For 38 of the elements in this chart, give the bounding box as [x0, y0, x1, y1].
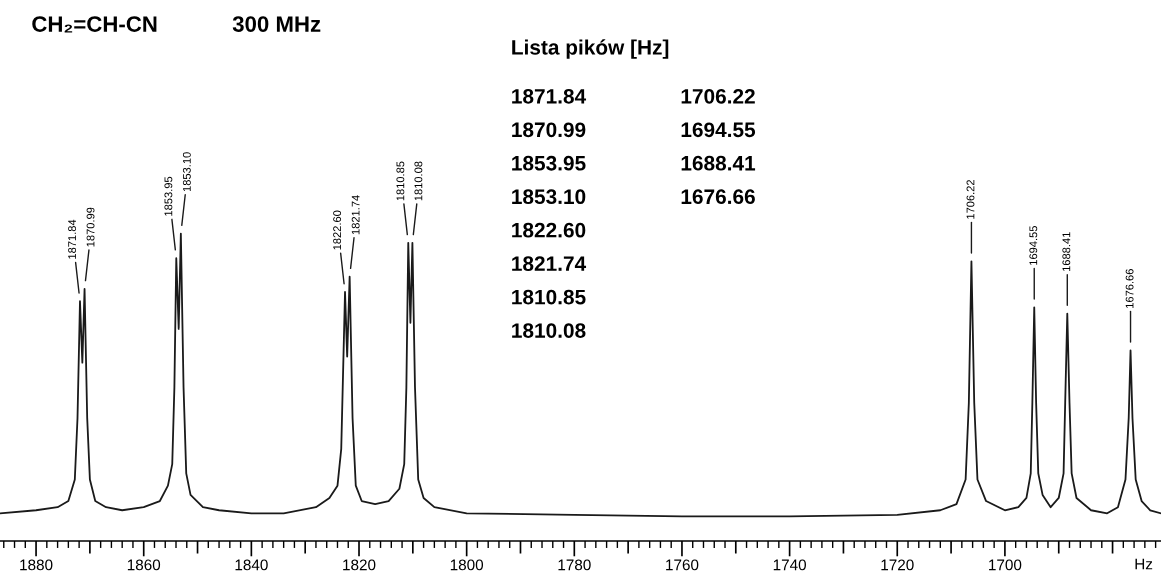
x-tick-label: 1720 [881, 559, 914, 571]
x-tick-label: 1760 [666, 559, 699, 571]
annotation: 1706.22 [966, 180, 975, 219]
x-tick-label: 1820 [343, 559, 376, 571]
annotation: 1870.99 [86, 207, 95, 247]
x-tick-label: 1860 [127, 559, 161, 571]
text: Lista pików [Hz] [512, 39, 669, 59]
x-tick-label: 1880 [20, 559, 53, 571]
annotation: 1853.10 [182, 152, 191, 192]
annotation: 1694.55 [1029, 226, 1038, 265]
annotation: 1871.84 [68, 219, 77, 259]
annotation: 1810.08 [512, 323, 586, 338]
annotation: 1822.60 [333, 210, 342, 250]
text: 1870.99 [512, 122, 586, 138]
annotation: 1676.66 [1125, 269, 1134, 308]
text: 1853.95 [512, 155, 586, 171]
annotation: 1822.60 [512, 222, 586, 238]
x-tick-label: 1700 [989, 559, 1022, 571]
chart-title: CH₂=CH-CN [32, 16, 157, 33]
chart-subtitle: 300 MHz [232, 16, 321, 32]
annotation: 1810.08 [414, 161, 423, 201]
x-tick-label: 1780 [558, 559, 591, 571]
x-tick-label: 1740 [773, 559, 807, 571]
text: 1853.10 [512, 189, 586, 205]
text: 1706.22 [681, 88, 755, 104]
annotation: 1688.41 [1062, 232, 1071, 272]
text: 1688.41 [681, 155, 756, 171]
text: 1871.84 [512, 88, 587, 104]
x-axis-title: Hz [1135, 558, 1153, 570]
annotation: 1821.74 [351, 195, 360, 235]
text: 1694.55 [681, 122, 756, 138]
x-tick-label: 1800 [450, 559, 484, 571]
text: 1676.66 [681, 189, 755, 205]
x-tick-label: 1840 [235, 559, 268, 571]
annotation: 1810.85 [512, 289, 586, 305]
annotation: 1853.95 [164, 176, 173, 216]
annotation: 1821.74 [512, 256, 587, 272]
annotation: 1810.85 [396, 161, 405, 201]
